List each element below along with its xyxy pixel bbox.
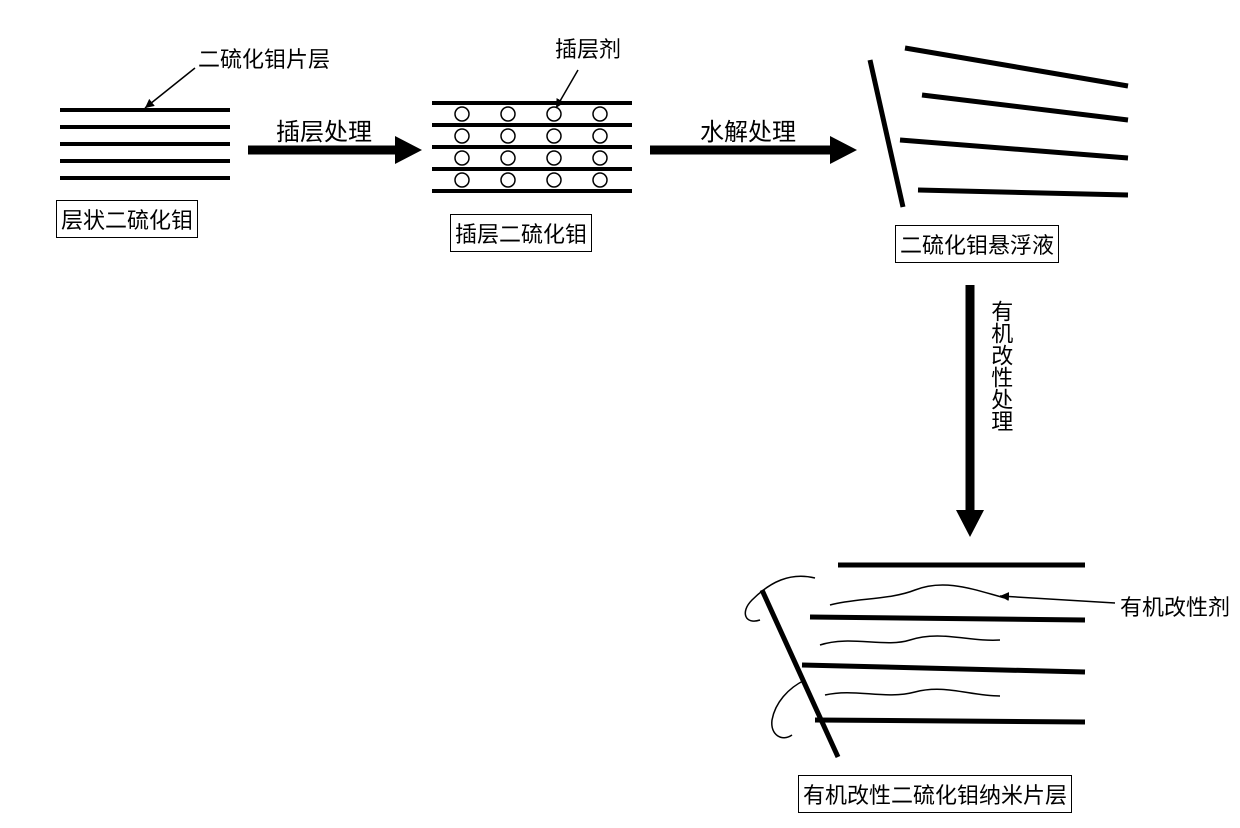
arrow3-label: 有机改性处理 xyxy=(988,300,1012,432)
arrow2-label: 水解处理 xyxy=(700,112,796,147)
label-sheet: 二硫化钼片层 xyxy=(198,42,330,74)
arrow3 xyxy=(956,285,984,537)
arrow1-label: 插层处理 xyxy=(276,112,372,147)
pointer-sheet xyxy=(145,68,195,108)
caption-stage3: 二硫化钼悬浮液 xyxy=(895,225,1059,263)
diagram-container: 二硫化钼片层 层状二硫化钼 插层处理 插层剂 插层二硫化钼 水解处理 二硫化钼悬… xyxy=(0,0,1240,828)
label-modifier: 有机改性剂 xyxy=(1120,590,1230,622)
caption-stage2: 插层二硫化钼 xyxy=(450,214,592,252)
caption-stage1: 层状二硫化钼 xyxy=(56,200,198,238)
stage4-modified xyxy=(745,565,1085,757)
stage1-layered xyxy=(60,110,230,178)
pointer-modifier xyxy=(1000,596,1115,603)
diagram-svg xyxy=(0,0,1240,828)
caption-stage4: 有机改性二硫化钼纳米片层 xyxy=(798,775,1072,813)
stage3-suspension xyxy=(870,48,1128,207)
stage2-intercalated xyxy=(432,103,632,191)
label-intercalant: 插层剂 xyxy=(555,32,621,64)
